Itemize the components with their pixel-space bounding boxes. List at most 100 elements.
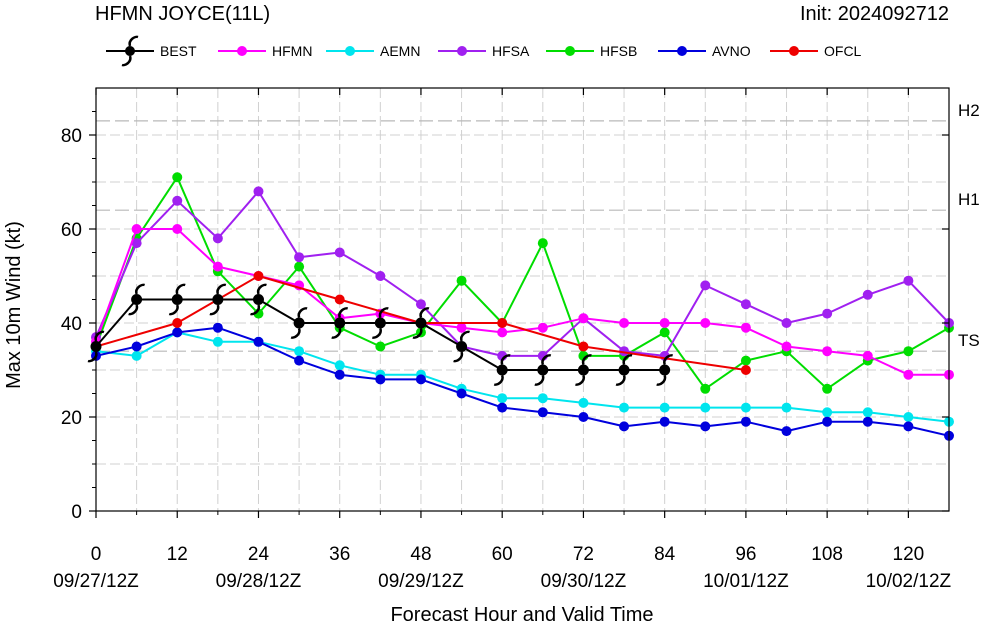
- x-tick-label: 12: [167, 544, 188, 565]
- x-date-label: 09/29/12Z: [378, 571, 464, 592]
- series-avno: [91, 322, 954, 441]
- y-tick-label: 60: [61, 220, 82, 241]
- series-point-hfmn: [619, 318, 630, 328]
- series-point-ofcl: [334, 294, 345, 305]
- init-time: Init: 2024092712: [800, 3, 949, 25]
- series-point-best: [534, 354, 552, 386]
- series-point-hfsb: [172, 172, 183, 183]
- legend-item-hfmn: HFMN: [218, 43, 312, 59]
- series-point-best: [128, 283, 146, 316]
- legend-marker: [677, 46, 687, 56]
- series-line-avno: [95, 326, 950, 437]
- series-point-avno: [578, 412, 589, 422]
- series-point-avno: [456, 388, 467, 399]
- threshold-label-ts: TS: [958, 331, 980, 350]
- legend-marker: [237, 46, 247, 56]
- series-point-avno: [334, 369, 345, 380]
- series-point-hfsa: [700, 280, 711, 291]
- series-point-best: [656, 354, 674, 386]
- series-line-hfmn: [95, 228, 949, 376]
- x-tick-label: 0: [91, 544, 102, 565]
- series-point-hfsb: [659, 327, 670, 338]
- legend-marker: [345, 46, 355, 56]
- series-point-hfmn: [822, 346, 833, 357]
- legend-item-hfsa: HFSA: [438, 43, 530, 59]
- x-tick-label: 120: [893, 544, 925, 565]
- series-point-avno: [253, 336, 264, 347]
- series-point-best: [209, 283, 227, 316]
- series-point-best: [331, 307, 349, 339]
- legend-item-hfsb: HFSB: [546, 43, 637, 59]
- series-point-hfsa: [781, 318, 792, 328]
- series-point-best: [412, 307, 430, 339]
- legend-marker: [457, 46, 467, 56]
- series-point-hfmn: [172, 224, 183, 234]
- series-point-hfsb: [822, 383, 833, 394]
- series-point-best: [493, 354, 511, 386]
- series-point-avno: [537, 407, 548, 418]
- y-tick-label: 0: [71, 502, 82, 523]
- series-point-hfmn: [740, 322, 751, 333]
- series-hfmn: [91, 224, 954, 380]
- x-tick-label: 72: [573, 544, 594, 565]
- threshold-label-h2: H2: [958, 101, 980, 120]
- series-point-aemn: [740, 402, 751, 413]
- x-date-label: 09/27/12Z: [53, 571, 139, 592]
- legend-marker: [789, 46, 799, 56]
- x-date-label: 10/01/12Z: [703, 571, 789, 592]
- series-point-hfmn: [497, 327, 508, 338]
- series-point-best: [250, 283, 267, 316]
- x-tick-label: 36: [329, 544, 350, 565]
- legend-label: HFMN: [272, 43, 312, 59]
- y-tick-label: 40: [61, 314, 82, 335]
- series-hfsb: [91, 172, 954, 394]
- x-tick-label: 108: [811, 544, 843, 565]
- series-point-hfsa: [294, 252, 305, 263]
- series-point-aemn: [903, 412, 914, 422]
- series-point-best: [371, 307, 389, 339]
- series-point-hfsb: [537, 238, 548, 249]
- series-point-hfmn: [456, 322, 467, 333]
- series-point-avno: [497, 402, 508, 413]
- series-point-hfsa: [903, 275, 914, 286]
- x-date-label: 09/30/12Z: [541, 571, 627, 592]
- legend-label: BEST: [160, 43, 197, 59]
- series-point-avno: [172, 327, 183, 338]
- series-point-avno: [659, 416, 670, 427]
- x-tick-label: 60: [492, 544, 513, 565]
- series-point-hfsb: [903, 346, 914, 357]
- series-point-aemn: [131, 350, 142, 361]
- legend-label: HFSA: [492, 43, 530, 59]
- series-point-avno: [740, 416, 751, 427]
- x-tick-label: 24: [248, 544, 270, 565]
- series-point-aemn: [700, 402, 711, 413]
- series-point-avno: [781, 426, 792, 437]
- legend-item-aemn: AEMN: [326, 43, 420, 59]
- series-point-hfsb: [456, 275, 467, 286]
- x-tick-label: 84: [654, 544, 676, 565]
- series-point-aemn: [578, 397, 589, 408]
- series-point-aemn: [822, 407, 833, 418]
- series-point-best: [290, 307, 308, 339]
- series-point-hfmn: [659, 318, 670, 328]
- series-point-hfmn: [781, 341, 792, 352]
- series-point-hfmn: [212, 261, 223, 272]
- series-point-hfsa: [862, 289, 873, 300]
- legend-marker: [121, 35, 139, 67]
- legend-label: AEMN: [380, 43, 420, 59]
- legend-item-avno: AVNO: [658, 43, 751, 59]
- series-point-avno: [619, 421, 630, 432]
- series-point-hfmn: [862, 350, 873, 361]
- series-point-best: [168, 283, 186, 316]
- series-point-avno: [903, 421, 914, 432]
- threshold-label-h1: H1: [958, 190, 980, 209]
- series-point-ofcl: [740, 365, 751, 375]
- legend: BEST HFMN AEMN HFSA HFSB AVNO OFCL: [106, 35, 862, 67]
- series-point-avno: [700, 421, 711, 432]
- series-line-hfsb: [95, 176, 950, 390]
- series-point-hfmn: [903, 369, 914, 380]
- series-line-aemn: [95, 331, 950, 423]
- x-date-label: 10/02/12Z: [866, 571, 952, 592]
- series-point-aemn: [294, 346, 305, 357]
